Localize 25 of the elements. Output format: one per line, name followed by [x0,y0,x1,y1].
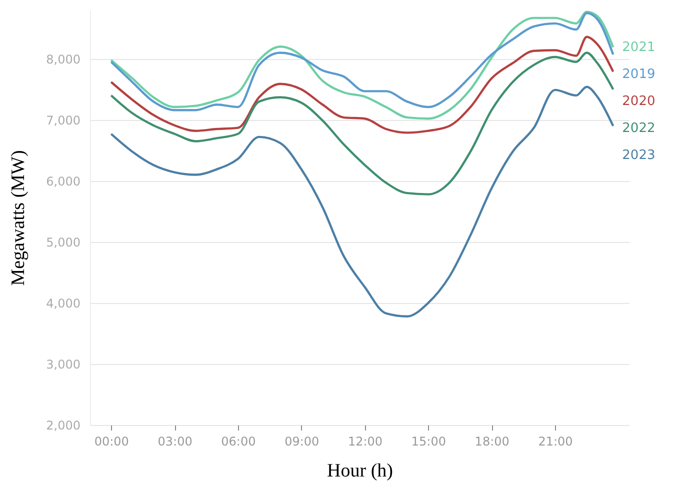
x-tick-label: 12:00 [348,434,383,448]
y-tick-label: 8,000 [46,52,80,66]
x-tick-label: 18:00 [474,434,510,448]
series-label: 2019 [622,67,656,82]
x-tick-label: 09:00 [284,434,320,448]
x-tick-label: 15:00 [411,434,446,448]
x-tick-label: 00:00 [94,434,129,448]
y-axis-title: Megawatts (MW) [8,150,30,286]
line-series [110,36,614,134]
y-tick-label: 5,000 [46,235,80,250]
y-tick-label: 6,000 [46,174,80,188]
line-series [110,52,614,196]
series-label: 2020 [622,94,656,110]
line-series [110,86,614,318]
y-tick-label: 4,000 [46,296,80,310]
series-label: 2021 [622,40,656,56]
x-tick-label: 21:00 [538,434,573,448]
x-tick-label: 06:00 [221,434,256,448]
y-tick-label: 3,000 [46,357,80,372]
y-tick-label: 7,000 [46,113,80,128]
text: 2022 [622,121,656,136]
series-label: 2023 [622,148,656,164]
x-tick-label: 03:00 [158,434,192,448]
x-axis-title: Hour (h) [327,460,393,482]
y-tick-label: 2,000 [46,418,80,432]
